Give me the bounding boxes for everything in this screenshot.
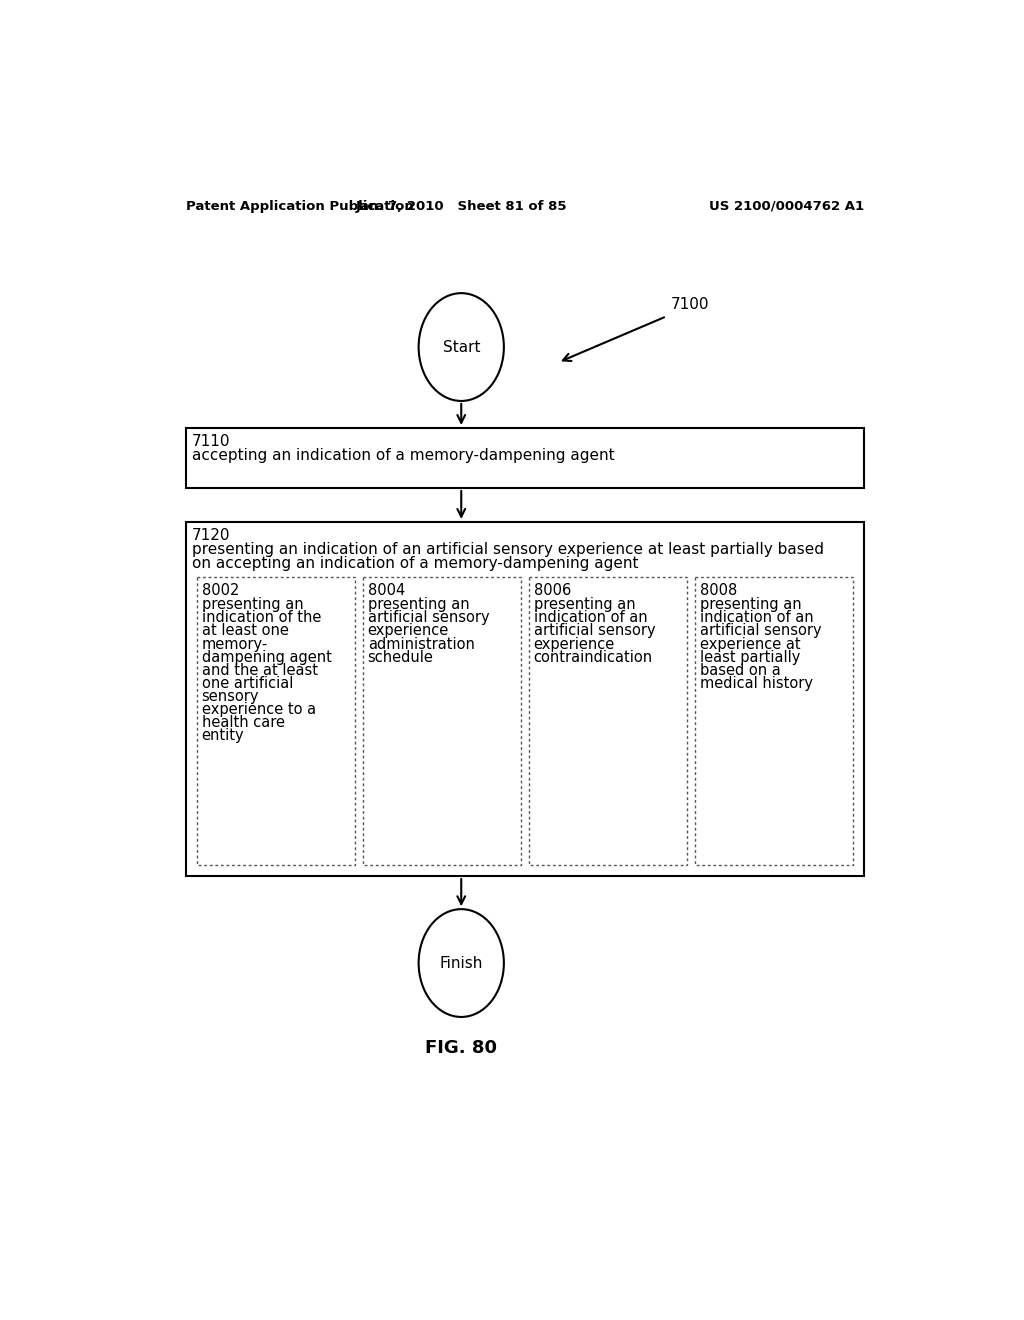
Text: medical history: medical history — [699, 676, 813, 690]
Text: administration: administration — [368, 636, 474, 652]
Text: US 2100/0004762 A1: US 2100/0004762 A1 — [710, 199, 864, 213]
Text: presenting an: presenting an — [534, 597, 635, 612]
Text: presenting an indication of an artificial sensory experience at least partially : presenting an indication of an artificia… — [191, 543, 823, 557]
Text: 7120: 7120 — [191, 528, 230, 543]
Text: 8002: 8002 — [202, 583, 239, 598]
Text: health care: health care — [202, 715, 285, 730]
Text: FIG. 80: FIG. 80 — [425, 1039, 498, 1057]
Text: presenting an: presenting an — [368, 597, 469, 612]
Ellipse shape — [419, 909, 504, 1016]
Text: based on a: based on a — [699, 663, 780, 677]
Text: contraindication: contraindication — [534, 649, 653, 665]
Text: presenting an: presenting an — [202, 597, 303, 612]
Text: memory-: memory- — [202, 636, 268, 652]
Text: sensory: sensory — [202, 689, 259, 704]
Text: Jan. 7, 2010   Sheet 81 of 85: Jan. 7, 2010 Sheet 81 of 85 — [355, 199, 567, 213]
Text: schedule: schedule — [368, 649, 433, 665]
Text: on accepting an indication of a memory-dampening agent: on accepting an indication of a memory-d… — [191, 556, 638, 570]
Bar — [186, 521, 864, 876]
Text: 7110: 7110 — [191, 434, 230, 449]
Text: 8004: 8004 — [368, 583, 404, 598]
Text: indication of an: indication of an — [699, 610, 813, 626]
Text: experience: experience — [368, 623, 449, 639]
Text: 7100: 7100 — [671, 297, 709, 313]
Text: Patent Application Publication: Patent Application Publication — [186, 199, 414, 213]
Bar — [529, 577, 687, 866]
Text: indication of the: indication of the — [202, 610, 321, 626]
Text: 8006: 8006 — [534, 583, 571, 598]
Text: indication of an: indication of an — [534, 610, 647, 626]
Text: accepting an indication of a memory-dampening agent: accepting an indication of a memory-damp… — [191, 447, 614, 463]
Text: one artificial: one artificial — [202, 676, 293, 690]
Bar — [186, 428, 864, 488]
Bar — [197, 577, 355, 866]
Text: experience: experience — [534, 636, 615, 652]
Bar — [695, 577, 853, 866]
Text: Start: Start — [442, 339, 480, 355]
Text: artificial sensory: artificial sensory — [699, 623, 821, 639]
Text: and the at least: and the at least — [202, 663, 317, 677]
Text: at least one: at least one — [202, 623, 289, 639]
Text: Finish: Finish — [439, 956, 483, 970]
Text: presenting an: presenting an — [699, 597, 802, 612]
Text: artificial sensory: artificial sensory — [534, 623, 655, 639]
Text: dampening agent: dampening agent — [202, 649, 332, 665]
Text: artificial sensory: artificial sensory — [368, 610, 489, 626]
Bar — [364, 577, 521, 866]
Text: least partially: least partially — [699, 649, 800, 665]
Text: experience at: experience at — [699, 636, 801, 652]
Text: experience to a: experience to a — [202, 702, 315, 717]
Text: entity: entity — [202, 729, 245, 743]
Ellipse shape — [419, 293, 504, 401]
Text: 8008: 8008 — [699, 583, 737, 598]
